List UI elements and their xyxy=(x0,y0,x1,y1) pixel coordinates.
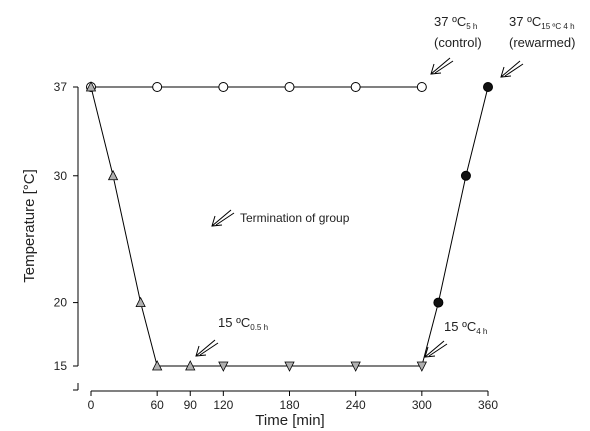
data-points xyxy=(85,81,493,372)
data-point-gray-triangle-up xyxy=(185,360,196,371)
ticks: 0 60 90 120 180 240 300 360 15 20 30 37 xyxy=(54,80,499,412)
x-tick-label: 0 xyxy=(88,398,95,412)
annotation-15c-4h-arrow xyxy=(424,340,448,358)
data-point-gray-triangle-up xyxy=(135,296,146,307)
data-point-filled-circle xyxy=(483,82,493,92)
annotation-control-arrow xyxy=(430,57,454,75)
annotation-rewarmed-arrow xyxy=(500,60,524,78)
series-lines xyxy=(90,86,489,367)
annotation-15c-4h: 15 ºC4 h xyxy=(444,319,487,336)
data-point-filled-circle xyxy=(433,297,444,308)
x-tick-label: 300 xyxy=(412,398,432,412)
data-point-open-circle xyxy=(284,82,295,92)
data-point-open-circle xyxy=(218,82,229,92)
x-tick-label: 360 xyxy=(478,398,498,412)
x-tick-label: 180 xyxy=(279,398,299,412)
legend-termination-arrow xyxy=(211,209,235,227)
annotation-rewarmed-line2: (rewarmed) xyxy=(509,35,575,50)
x-tick-label: 120 xyxy=(213,398,233,412)
annotation-15c-0-5h-arrow xyxy=(195,339,219,357)
x-axis-label: Time [min] xyxy=(255,412,324,429)
data-point-gray-triangle-down xyxy=(284,361,295,372)
data-point-gray-triangle-up xyxy=(85,81,97,92)
y-tick-label: 20 xyxy=(54,296,68,310)
axes xyxy=(73,87,488,392)
data-point-open-circle xyxy=(152,82,163,92)
y-tick-label: 30 xyxy=(54,169,68,183)
x-tick-label: 60 xyxy=(150,398,164,412)
annotation-rewarmed-line1: 37 ºC15 ºC 4 h xyxy=(509,14,575,31)
data-point-gray-triangle-down xyxy=(218,361,229,372)
annotations: 37 ºC5 h (control) 37 ºC15 ºC 4 h (rewarmed… xyxy=(195,14,575,358)
annotation-15c-0-5h: 15 ºC0.5 h xyxy=(218,315,268,332)
data-point-gray-triangle-up xyxy=(152,360,163,371)
x-tick-label: 90 xyxy=(184,398,198,412)
data-point-open-circle xyxy=(416,82,427,92)
data-point-filled-circle xyxy=(460,170,471,181)
data-point-open-circle xyxy=(350,82,361,92)
x-tick-label: 240 xyxy=(346,398,366,412)
legend-termination-label: Termination of group xyxy=(240,211,350,225)
data-point-gray-triangle-down xyxy=(350,361,361,372)
annotation-control-line2: (control) xyxy=(434,35,482,50)
y-tick-label: 37 xyxy=(54,80,68,94)
y-tick-label: 15 xyxy=(54,359,68,373)
data-point-gray-triangle-up xyxy=(107,169,119,181)
series-line xyxy=(90,86,489,367)
data-point-gray-triangle-down xyxy=(416,361,427,372)
y-axis-label: Temperature [°C] xyxy=(21,169,38,283)
annotation-control-line1: 37 ºC5 h xyxy=(434,14,477,31)
